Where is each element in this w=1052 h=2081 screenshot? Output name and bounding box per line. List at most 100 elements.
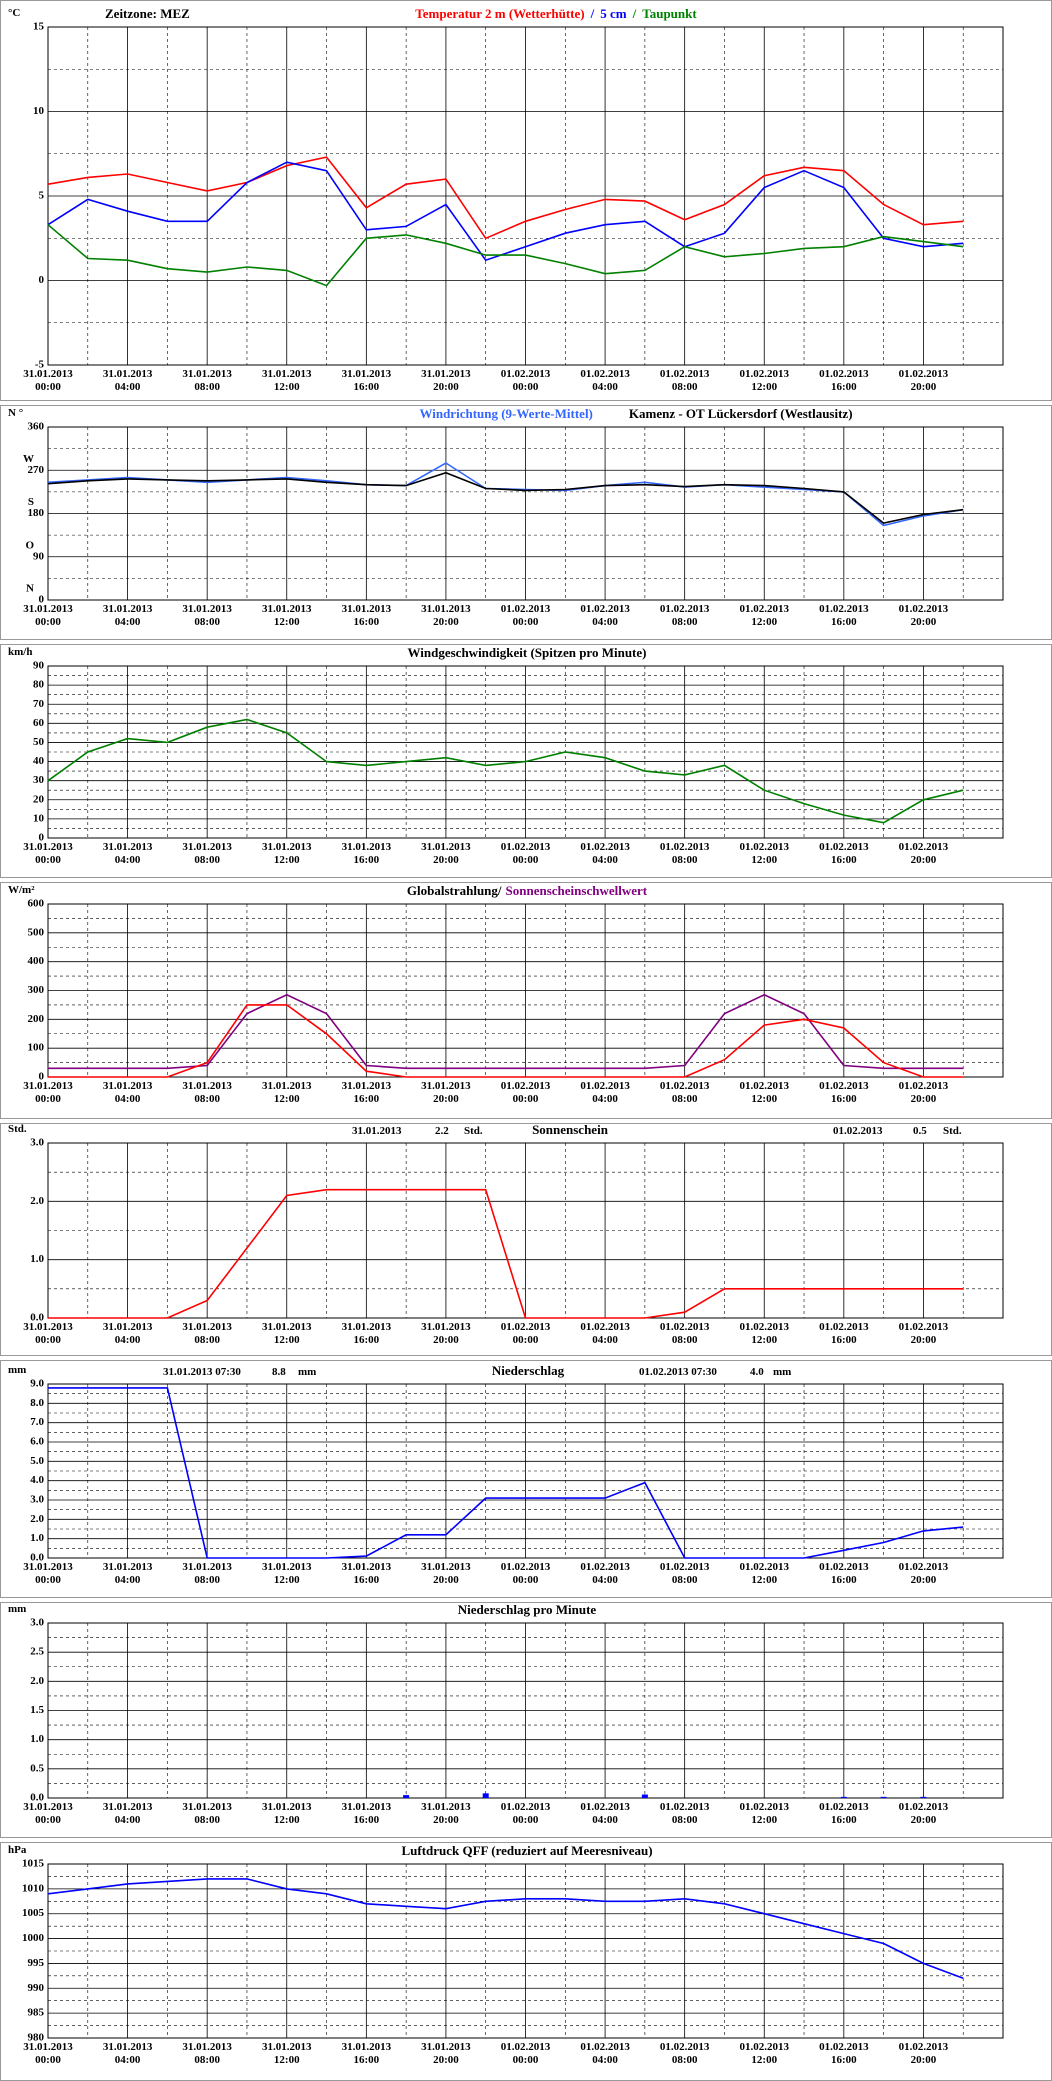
y-tick-label: 10: [33, 105, 45, 117]
x-tick-date: 31.01.2013: [262, 1321, 312, 1333]
x-tick-date: 31.01.2013: [262, 1080, 312, 1092]
y-tick-label: 15: [33, 21, 45, 33]
x-tick-date: 31.01.2013: [23, 2041, 73, 2053]
title-part: Sonnenscheinschwellwert: [506, 883, 648, 898]
x-tick-time: 12:00: [751, 1814, 777, 1826]
x-tick-date: 31.01.2013: [342, 1321, 392, 1333]
chart-title: Luftdruck QFF (reduziert auf Meeresnivea…: [401, 1843, 652, 1858]
x-tick-time: 20:00: [433, 1814, 459, 1826]
y-tick-label: 20: [33, 793, 45, 805]
x-tick-date: 01.02.2013: [819, 1080, 869, 1092]
x-tick-date: 01.02.2013: [899, 1080, 949, 1092]
y-tick-label: 0: [39, 1071, 45, 1083]
x-tick-date: 31.01.2013: [103, 1321, 153, 1333]
x-tick-date: 31.01.2013: [182, 841, 232, 853]
x-tick-date: 31.01.2013: [421, 1561, 471, 1573]
y-tick-label: 0: [39, 832, 45, 844]
x-tick-time: 08:00: [194, 616, 220, 628]
x-tick-time: 20:00: [433, 616, 459, 628]
x-tick-date: 31.01.2013: [421, 1080, 471, 1092]
y-tick-label: 360: [28, 421, 45, 433]
x-tick-time: 00:00: [35, 1814, 61, 1826]
title-part: Windrichtung (9-Werte-Mittel): [419, 406, 592, 421]
series-line: [47, 224, 964, 287]
y-tick-label: 8.0: [30, 1397, 44, 1409]
x-tick-date: 31.01.2013: [262, 603, 312, 615]
x-tick-time: 12:00: [274, 1093, 300, 1105]
direction-label: N: [26, 583, 34, 595]
x-tick-time: 12:00: [274, 1574, 300, 1586]
y-tick-label: 0: [39, 594, 45, 606]
x-tick-time: 16:00: [831, 1093, 857, 1105]
y-tick-label: 3.0: [30, 1617, 44, 1629]
x-tick-time: 00:00: [513, 2054, 539, 2066]
y-tick-label: 40: [33, 755, 45, 767]
x-tick-date: 31.01.2013: [23, 603, 73, 615]
total-date: 31.01.2013 07:30: [163, 1366, 241, 1378]
x-tick-date: 01.02.2013: [501, 1561, 551, 1573]
x-tick-date: 01.02.2013: [580, 841, 630, 853]
x-tick-time: 08:00: [672, 2054, 698, 2066]
x-tick-date: 01.02.2013: [580, 2041, 630, 2053]
x-tick-time: 12:00: [751, 616, 777, 628]
y-tick-label: 2.5: [30, 1646, 44, 1658]
x-tick-time: 16:00: [353, 1093, 379, 1105]
series-line: [47, 161, 964, 262]
x-tick-date: 31.01.2013: [421, 603, 471, 615]
x-tick-time: 08:00: [194, 1334, 220, 1346]
x-tick-time: 16:00: [353, 1334, 379, 1346]
total-unit: mm: [773, 1366, 791, 1378]
x-tick-date: 01.02.2013: [501, 841, 551, 853]
y-tick-label: 1.0: [30, 1733, 44, 1745]
y-tick-label: 1.5: [30, 1704, 44, 1716]
y-tick-label: 1.0: [30, 1253, 44, 1265]
x-tick-date: 31.01.2013: [103, 1561, 153, 1573]
x-tick-date: 31.01.2013: [342, 2041, 392, 2053]
chart-title: Windgeschwindigkeit (Spitzen pro Minute): [408, 645, 647, 660]
total-value: 4.0: [750, 1366, 764, 1378]
title-part: Sonnenschein: [532, 1122, 609, 1137]
series-line: [47, 718, 964, 824]
series-line: [48, 1387, 964, 1559]
x-tick-date: 31.01.2013: [342, 368, 392, 380]
x-tick-time: 08:00: [672, 854, 698, 866]
y-tick-label: 0.0: [30, 1552, 44, 1564]
y-tick-label: 1010: [22, 1882, 45, 1894]
x-tick-date: 31.01.2013: [182, 1801, 232, 1813]
x-tick-time: 20:00: [911, 1334, 937, 1346]
x-tick-date: 31.01.2013: [23, 1080, 73, 1092]
x-tick-date: 01.02.2013: [580, 1321, 630, 1333]
x-tick-time: 00:00: [35, 1574, 61, 1586]
y-tick-label: 50: [33, 736, 45, 748]
y-tick-label: -5: [35, 359, 45, 371]
x-tick-date: 01.02.2013: [740, 603, 790, 615]
x-tick-time: 00:00: [513, 854, 539, 866]
x-tick-date: 01.02.2013: [660, 368, 710, 380]
y-tick-label: 3.0: [30, 1494, 44, 1506]
x-tick-date: 01.02.2013: [819, 603, 869, 615]
x-tick-date: 31.01.2013: [342, 1801, 392, 1813]
y-tick-label: 7.0: [30, 1416, 44, 1428]
chart-title: Temperatur 2 m (Wetterhütte) / 5 cm / Taupun…: [415, 6, 697, 21]
x-tick-time: 08:00: [672, 1814, 698, 1826]
y-tick-label: 500: [28, 926, 45, 938]
x-tick-time: 12:00: [274, 1334, 300, 1346]
x-tick-time: 20:00: [433, 854, 459, 866]
y-tick-label: 0.0: [30, 1792, 44, 1804]
x-tick-date: 31.01.2013: [421, 2041, 471, 2053]
y-unit: W/m²: [8, 884, 35, 896]
x-tick-date: 31.01.2013: [342, 1561, 392, 1573]
y-unit: mm: [8, 1364, 26, 1376]
x-tick-date: 01.02.2013: [740, 1561, 790, 1573]
x-tick-time: 16:00: [353, 854, 379, 866]
y-tick-label: 995: [28, 1957, 45, 1969]
x-tick-date: 01.02.2013: [819, 1321, 869, 1333]
x-tick-date: 31.01.2013: [103, 368, 153, 380]
direction-label: W: [23, 453, 34, 465]
x-tick-time: 16:00: [353, 1814, 379, 1826]
x-tick-date: 01.02.2013: [660, 1801, 710, 1813]
x-tick-time: 12:00: [751, 381, 777, 393]
total-value: 2.2: [435, 1125, 449, 1137]
x-tick-date: 31.01.2013: [342, 1080, 392, 1092]
